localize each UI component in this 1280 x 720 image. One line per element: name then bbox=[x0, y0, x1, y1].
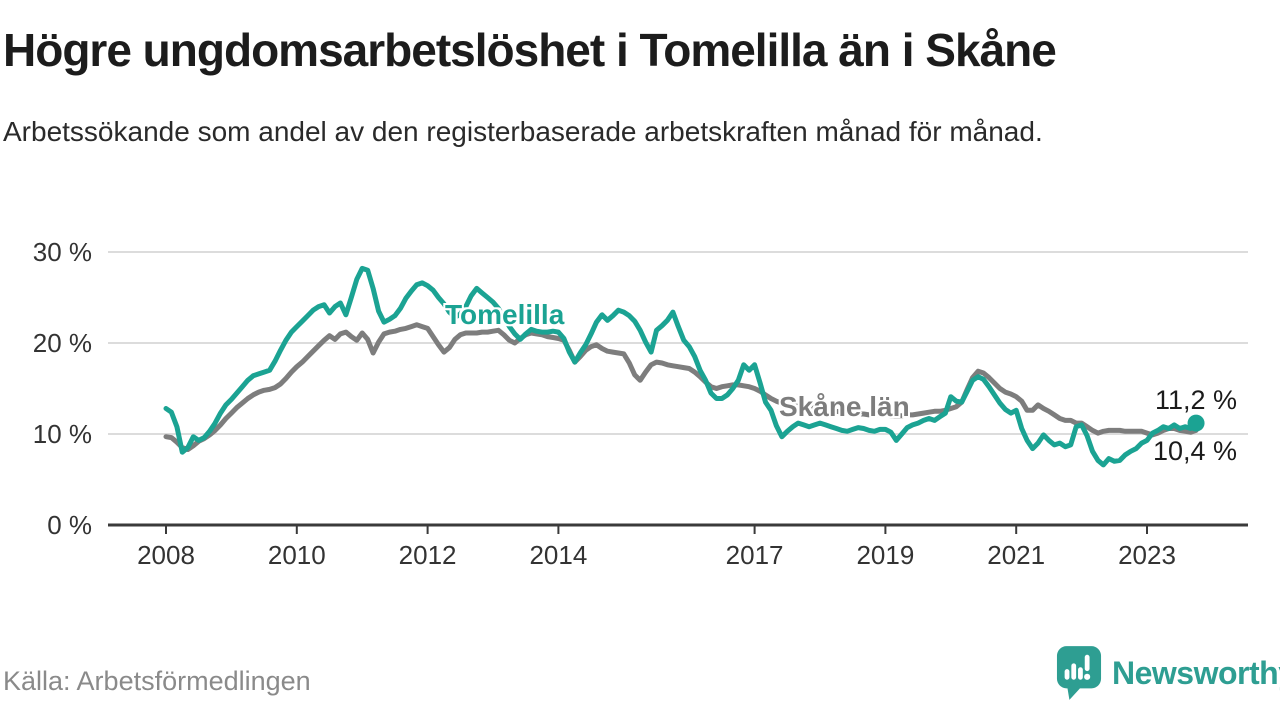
source-text: Källa: Arbetsförmedlingen bbox=[3, 666, 311, 696]
series-label-skane: Skåne län bbox=[779, 391, 910, 422]
x-tick-label: 2017 bbox=[725, 540, 784, 570]
y-tick-label: 0 % bbox=[47, 510, 92, 540]
page-title: Högre ungdomsarbetslöshet i Tomelilla än… bbox=[3, 24, 1057, 76]
x-tick-label: 2008 bbox=[137, 540, 195, 570]
x-tick-label: 2012 bbox=[398, 540, 457, 570]
chart-subtitle: Arbetssökande som andel av den registerb… bbox=[3, 116, 1043, 147]
series-end-dot bbox=[1187, 414, 1205, 432]
x-tick-label: 2010 bbox=[267, 540, 326, 570]
y-tick-label: 30 % bbox=[32, 237, 92, 267]
x-tick-label: 2021 bbox=[987, 540, 1046, 570]
y-tick-label: 20 % bbox=[32, 328, 92, 358]
x-tick-label: 2014 bbox=[529, 540, 588, 570]
newsworthy-brand-name: Newsworthy bbox=[1112, 654, 1280, 691]
x-tick-label: 2019 bbox=[856, 540, 915, 570]
end-value-skane: 10,4 % bbox=[1153, 436, 1238, 466]
series-line-sk-ne-l-n bbox=[163, 322, 1199, 452]
newsworthy-logo: Newsworthy bbox=[1056, 644, 1280, 702]
x-tick-label: 2023 bbox=[1118, 540, 1176, 570]
y-tick-label: 10 % bbox=[32, 419, 92, 449]
series-line-tomelilla bbox=[163, 265, 1199, 468]
series-label-tomelilla: Tomelilla bbox=[445, 299, 565, 330]
end-value-tomelilla: 11,2 % bbox=[1155, 385, 1238, 415]
newsworthy-speech-bubble-icon bbox=[1056, 646, 1102, 700]
